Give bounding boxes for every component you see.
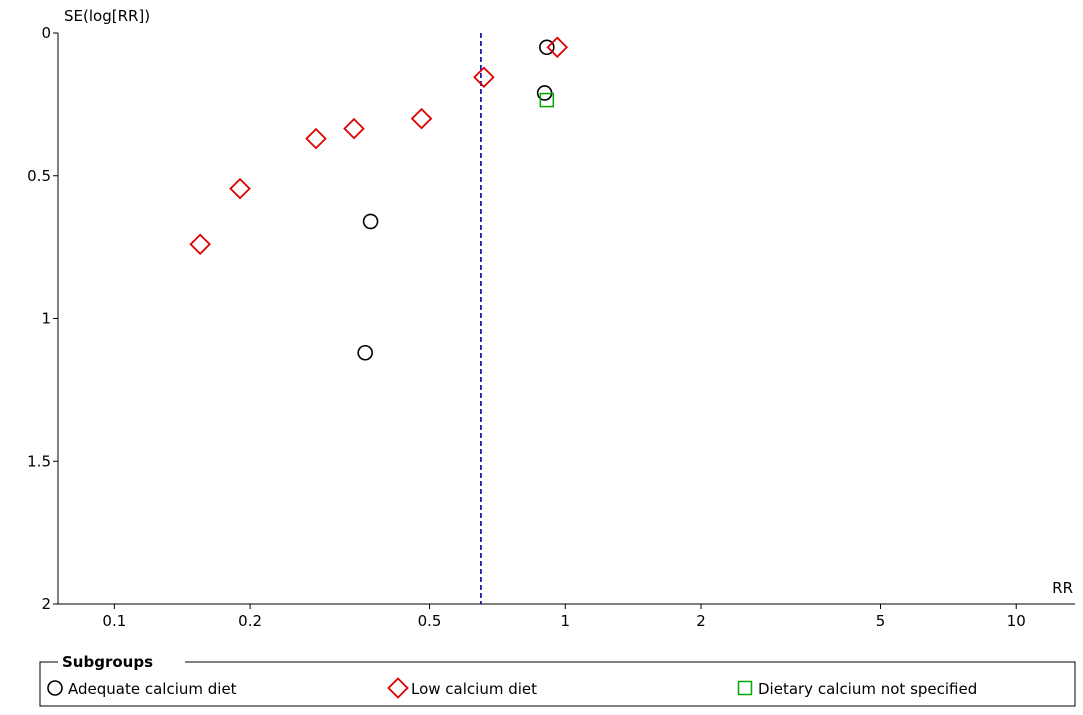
circle-marker — [357, 344, 374, 361]
legend-items: Adequate calcium diet Low calcium diet Die… — [47, 677, 977, 699]
x-tick-label: 1 — [561, 612, 571, 630]
square-marker — [539, 92, 555, 108]
diamond-marker — [546, 36, 569, 59]
legend-label: Dietary calcium not specified — [758, 680, 977, 698]
circle-marker — [362, 213, 379, 230]
x-axis-ticks: 0.1 0.2 0.5 1 2 5 10 — [102, 604, 1026, 630]
legend-square-icon — [737, 680, 753, 696]
diamond-marker — [189, 233, 211, 256]
y-tick-label: 1.5 — [27, 452, 51, 470]
y-tick-label: 0 — [41, 24, 51, 42]
y-axis-ticks: 0 0.5 1 1.5 2 — [27, 24, 58, 613]
diamond-marker — [410, 107, 433, 130]
circle-marker — [539, 39, 555, 56]
x-tick-label: 0.1 — [102, 612, 126, 630]
y-axis-title: SE(log[RR]) — [64, 7, 150, 25]
x-axis-title: RR — [1052, 579, 1073, 597]
y-tick-label: 0.5 — [27, 167, 51, 185]
diamond-marker — [305, 127, 327, 150]
legend-frame — [39, 661, 1076, 707]
y-tick-label: 2 — [41, 595, 51, 613]
legend-circle-icon — [47, 680, 63, 696]
x-tick-label: 2 — [696, 612, 706, 630]
diamond-marker — [473, 66, 495, 89]
legend: Subgroups Adequate calcium diet Low calci… — [39, 653, 1076, 707]
legend-diamond-icon — [387, 677, 409, 699]
x-tick-label: 0.2 — [238, 612, 262, 630]
x-tick-label: 10 — [1007, 612, 1026, 630]
diamond-marker — [229, 177, 251, 200]
x-tick-label: 5 — [876, 612, 886, 630]
legend-label: Adequate calcium diet — [68, 680, 237, 698]
data-markers — [189, 36, 569, 361]
legend-title: Subgroups — [62, 653, 153, 671]
diamond-marker — [343, 117, 365, 140]
legend-label: Low calcium diet — [411, 680, 537, 698]
y-tick-label: 1 — [41, 310, 51, 328]
x-tick-label: 0.5 — [418, 612, 442, 630]
